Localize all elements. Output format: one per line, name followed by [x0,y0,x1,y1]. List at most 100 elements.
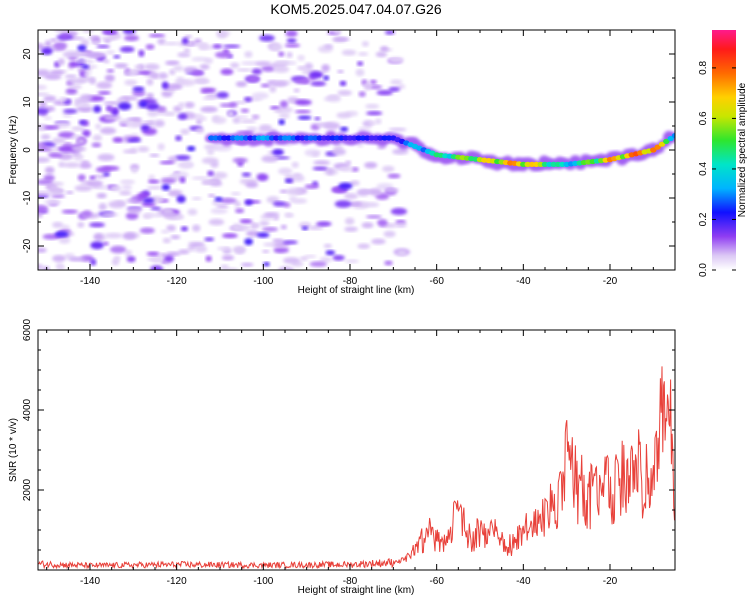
spectrogram-noise-blob [363,82,372,91]
spectrogram-noise-blob [77,44,87,52]
x-tick-label: -100 [253,576,273,587]
spectrogram-noise-blob [220,68,234,76]
spectrogram-noise-blob [102,241,109,246]
spectrogram-track-core [650,147,657,153]
spectrogram-noise-blob [48,153,63,158]
spectrogram-noise-blob [44,73,62,80]
spectrogram-noise-blob [349,201,363,207]
spectrogram-noise-blob [74,185,93,192]
spectrogram-noise-blob [212,115,220,122]
spectrogram-noise-blob [76,105,93,112]
spectrogram-noise-blob [214,51,233,59]
spectrogram-noise-blob [338,182,353,190]
spectrogram-noise-blob [159,160,175,165]
spectrogram-noise-blob [77,139,86,144]
spectrogram-noise-blob [82,210,92,218]
spectrogram-noise-blob [325,250,336,256]
spectrogram-noise-blob [246,230,260,237]
spectrogram-track-core [299,135,306,141]
colorbar-tick-label: 0.4 [698,162,709,176]
spectrogram-y-ticks: -20 -10 0 10 20 [22,29,675,271]
spectrogram-noise-blob [245,181,259,188]
spectrogram-noise-blob [50,38,57,43]
spectrogram-noise-blob [71,126,86,131]
spectrogram-noise-blob [380,46,389,52]
spectrogram-noise-blob [194,245,208,253]
spectrogram-noise-blob [101,36,116,41]
spectrogram-noise-blob [172,65,184,72]
spectrogram-noise-blob [210,161,219,168]
spectrogram-noise-blob [58,161,66,168]
spectrogram-noise-blob [71,146,86,151]
spectrogram-noise-blob [157,143,165,151]
spectrogram-noise-blob [40,134,51,140]
snr-x-ticks: -140 -120 -100 -80 -60 -40 -20 [46,330,676,587]
spectrogram-noise-blob [316,221,332,227]
spectrogram-noise-blob [89,222,105,228]
spectrogram-noise-blob [371,238,386,245]
colorbar-tick-label: 0.2 [698,212,709,226]
spectrogram-noise-blob [244,51,253,58]
x-tick-label: -60 [429,576,444,587]
spectrogram-noise-blob [304,62,314,70]
spectrogram-noise-blob [294,110,311,114]
spectrogram-noise-blob [126,121,143,128]
spectrogram-noise-blob [262,249,270,254]
spectrogram-noise-blob [105,105,113,110]
spectrogram-noise-blob [286,52,293,58]
spectrogram-noise-blob [52,255,66,262]
spectrogram-noise-blob [43,116,52,120]
spectrogram-noise-blob [179,176,186,184]
spectrogram-noise-blob [61,209,78,214]
spectrogram-noise-blob [261,227,279,232]
spectrogram-noise-blob [275,60,290,65]
spectrogram-y-axis-label: Frequency (Hz) [8,116,19,185]
spectrogram-noise-blob [128,207,142,214]
spectrogram-noise-blob [109,185,122,192]
spectrogram-noise-blob [284,43,301,48]
spectrogram-noise-blob [108,200,126,209]
spectrogram-noise-blob [93,105,102,113]
spectrogram-noise-blob [357,243,371,249]
spectrogram-noise-blob [219,197,237,204]
spectrogram-noise-blob [150,265,164,270]
colorbar-tick-label: 0.8 [698,61,709,75]
spectrogram-noise-blob [53,41,68,50]
spectrogram-noise-blob [178,102,185,108]
spectrogram-noise-blob [366,111,383,116]
spectrogram-noise-blob [220,264,229,269]
spectrogram-noise-blob [51,194,65,199]
spectrogram-noise-blob [297,115,312,120]
spectrogram-noise-blob [216,31,228,39]
spectrogram-noise-blob [157,38,166,45]
spectrogram-noise-blob [44,125,60,130]
spectrogram-noise-blob [82,30,94,33]
spectrogram-noise-blob [319,257,332,263]
x-tick-label: -40 [516,276,531,287]
spectrogram-noise-blob [208,218,225,226]
spectrogram-noise-blob [126,117,142,121]
spectrogram-noise-blob [44,166,55,174]
spectrogram-noise-blob [263,242,277,247]
spectrogram-noise-blob [146,185,163,190]
spectrogram-noise-blob [103,101,120,105]
spectrogram-noise-blob [263,262,270,267]
spectrogram-noise-blob [212,171,228,179]
spectrogram-noise-blob [144,213,162,218]
spectrogram-noise-blob [217,246,230,251]
spectrogram-noise-blob [356,61,364,66]
spectrogram-noise-blob [365,215,382,219]
spectrogram-noise-blob [369,84,383,90]
spectrogram-noise-blob [178,249,190,255]
snr-y-ticks: 2000 4000 6000 [22,318,675,571]
spectrogram-noise-blob [278,51,285,57]
spectrogram-noise-blob [273,247,289,254]
spectrogram-noise-blob [164,255,175,262]
spectrogram-noise-blob [239,219,253,224]
spectrogram-noise-blob [38,107,49,115]
spectrogram-noise-blob [260,83,271,88]
spectrogram-noise-blob [359,190,373,194]
spectrogram-noise-blob [149,72,160,79]
spectrogram-noise-blob [202,96,217,101]
spectrogram-noise-blob [43,199,62,205]
